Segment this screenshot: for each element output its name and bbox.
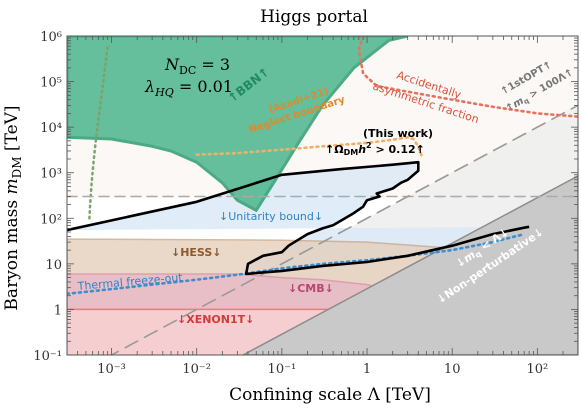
x-tick-label: 10⁻²: [182, 362, 211, 377]
hess-label: ↓HESS↓: [171, 246, 222, 259]
relic-label: ↑ΩDMh2 > 0.12↑: [325, 141, 425, 157]
series-asadi-21-neglect-boundary: [195, 135, 424, 161]
relic-boundary-curve: [67, 160, 530, 276]
y-tick-label: 10³: [40, 167, 62, 182]
y-tick-label: 10⁵: [40, 76, 62, 91]
xenon-label: ↓XENON1T↓: [177, 313, 254, 326]
chart-title: Higgs portal: [260, 7, 368, 27]
axis-ticks: 10⁻³ 10⁻² 10⁻¹ 1 10 10² 10⁻¹ 1 10 10² 10³ 10⁴ 10⁵ 10⁶: [33, 30, 579, 377]
bbn-dotted-curve: [88, 44, 109, 220]
x-tick-label: 10⁻³: [97, 362, 126, 377]
nonpert-region: [242, 175, 578, 355]
series-accidentally-asymmetric-fraction: [357, 36, 578, 118]
y-tick-label: 1: [54, 303, 62, 318]
y-tick-label: 10⁻¹: [33, 349, 62, 364]
y-tick-label: 10⁴: [40, 121, 62, 136]
x-tick-label: 10²: [526, 362, 548, 377]
bbn-region: [67, 36, 409, 213]
y-tick-label: 10: [45, 258, 62, 273]
param-ndc: NDC = 3: [164, 55, 230, 77]
regions-layer: [67, 36, 578, 355]
x-tick-label: 10⁻¹: [268, 362, 297, 377]
y-tick-label: 10²: [40, 212, 62, 227]
y-axis-label: Baryon mass mDM [TeV]: [2, 105, 24, 310]
x-tick-label: 1: [363, 362, 371, 377]
this-work-label: (This work): [363, 127, 433, 140]
x-axis-label: Confining scale Λ [TeV]: [229, 385, 431, 405]
x-tick-label: 10: [444, 362, 461, 377]
y-tick-label: 10⁶: [40, 30, 62, 45]
cmb-label: ↓CMB↓: [288, 282, 334, 295]
series-1stopt-m-q-100-: [109, 104, 578, 355]
lines-layer: [67, 36, 578, 355]
series-thermal-freeze-out: [67, 232, 526, 296]
param-lambda: λHQ = 0.01: [144, 77, 233, 99]
unitarity-label: ↓Unitarity bound↓: [219, 210, 323, 223]
